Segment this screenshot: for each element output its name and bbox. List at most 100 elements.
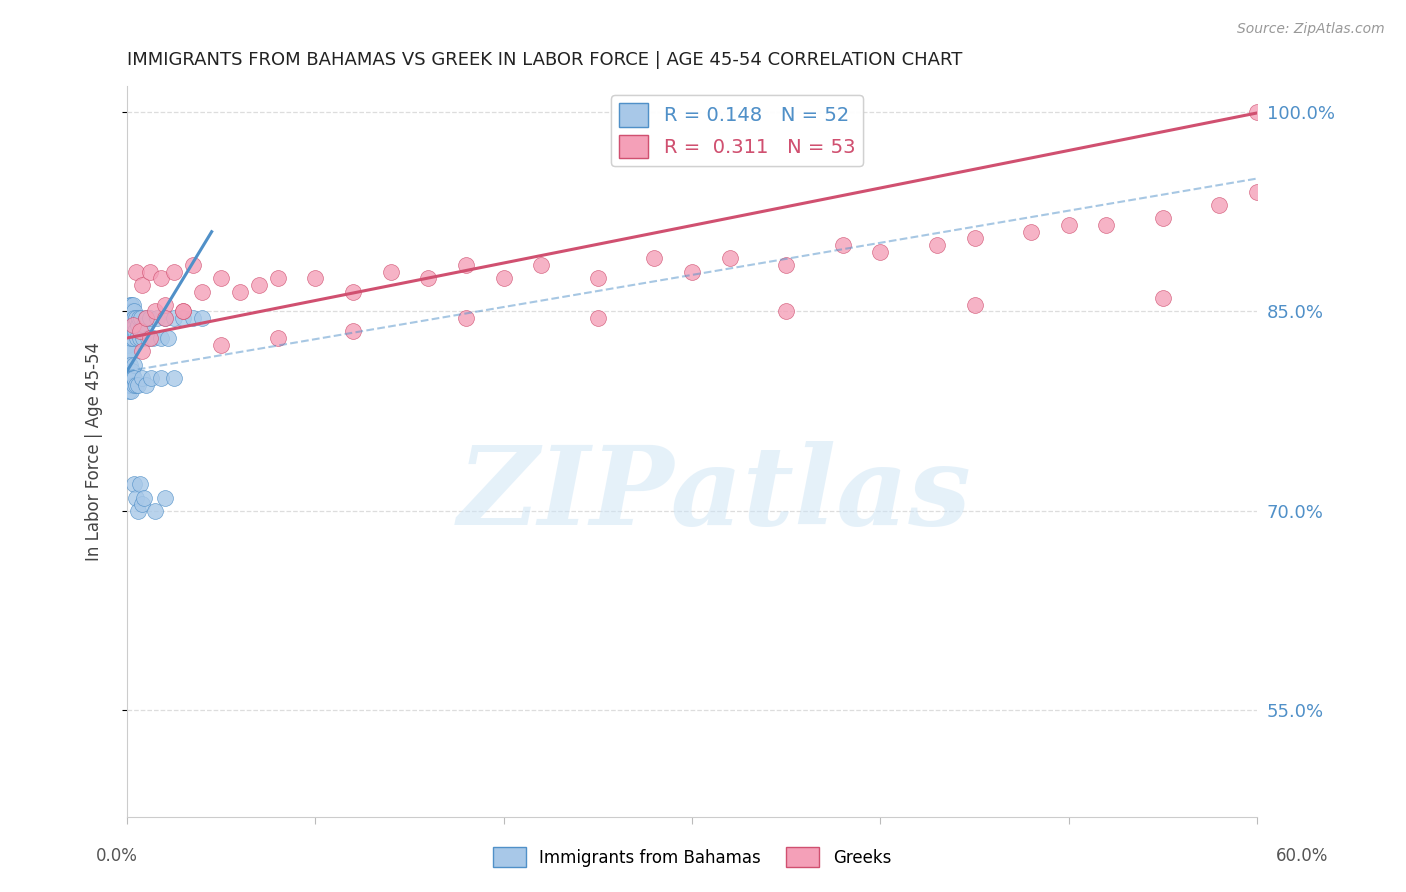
Point [266, 331, 288, 345]
Point [586, 311, 609, 326]
Point [131, 371, 153, 385]
Point [125, 491, 148, 505]
Point [117, 318, 139, 332]
Point [925, 238, 948, 252]
Point [131, 325, 153, 339]
Point [120, 298, 142, 312]
Point [118, 331, 141, 345]
Point [120, 371, 142, 385]
Point [775, 258, 797, 272]
Point [135, 311, 157, 326]
Point [209, 337, 232, 351]
Point [125, 264, 148, 278]
Point [1095, 218, 1118, 232]
Point [454, 311, 477, 326]
Point [129, 331, 152, 345]
Point [128, 311, 150, 326]
Point [117, 337, 139, 351]
Point [118, 311, 141, 326]
Point [157, 331, 180, 345]
Point [127, 318, 149, 332]
Point [131, 277, 153, 292]
Point [120, 318, 142, 332]
Point [172, 311, 194, 326]
Point [247, 277, 270, 292]
Point [1246, 105, 1268, 120]
Point [342, 285, 364, 299]
Point [129, 477, 152, 491]
Point [172, 304, 194, 318]
Point [127, 331, 149, 345]
Point [120, 304, 142, 318]
Point [135, 311, 157, 326]
Point [163, 371, 186, 385]
Point [127, 377, 149, 392]
Point [121, 304, 143, 318]
Point [153, 311, 176, 326]
Point [172, 304, 194, 318]
Point [454, 258, 477, 272]
Text: 0.0%: 0.0% [96, 847, 138, 864]
Point [122, 358, 145, 372]
Point [122, 318, 145, 332]
Point [963, 298, 986, 312]
Point [143, 304, 166, 318]
Point [127, 504, 149, 518]
Point [1152, 211, 1174, 226]
Point [117, 331, 139, 345]
Point [120, 377, 142, 392]
Point [869, 244, 891, 259]
Point [1152, 291, 1174, 305]
Text: Source: ZipAtlas.com: Source: ZipAtlas.com [1237, 22, 1385, 37]
Point [121, 311, 143, 326]
Point [118, 318, 141, 332]
Point [141, 371, 163, 385]
Point [118, 311, 141, 326]
Point [138, 331, 160, 345]
Point [117, 371, 139, 385]
Point [122, 377, 145, 392]
Point [149, 371, 172, 385]
Point [122, 304, 145, 318]
Point [129, 325, 152, 339]
Point [266, 271, 288, 285]
Point [681, 264, 703, 278]
Point [129, 311, 152, 326]
Point [117, 325, 139, 339]
Point [153, 491, 176, 505]
Point [125, 377, 148, 392]
Point [118, 304, 141, 318]
Point [124, 325, 146, 339]
Point [121, 364, 143, 378]
Point [163, 264, 186, 278]
Point [118, 298, 141, 312]
Point [1208, 198, 1230, 212]
Point [181, 258, 204, 272]
Point [149, 331, 172, 345]
Point [146, 311, 169, 326]
Point [342, 325, 364, 339]
Point [380, 264, 402, 278]
Point [963, 231, 986, 245]
Point [153, 298, 176, 312]
Point [131, 344, 153, 359]
Point [1246, 185, 1268, 199]
Point [131, 497, 153, 511]
Point [132, 318, 155, 332]
Point [418, 271, 440, 285]
Point [1057, 218, 1080, 232]
Point [530, 258, 553, 272]
Point [135, 377, 157, 392]
Point [304, 271, 326, 285]
Point [120, 325, 142, 339]
Legend: R = 0.148   N = 52, R =  0.311   N = 53: R = 0.148 N = 52, R = 0.311 N = 53 [612, 95, 863, 166]
Point [124, 318, 146, 332]
Point [125, 311, 148, 326]
Point [229, 285, 252, 299]
Point [191, 311, 214, 326]
Point [117, 377, 139, 392]
Point [136, 331, 159, 345]
Point [775, 304, 797, 318]
Text: 60.0%: 60.0% [1277, 847, 1329, 864]
Point [118, 344, 141, 359]
